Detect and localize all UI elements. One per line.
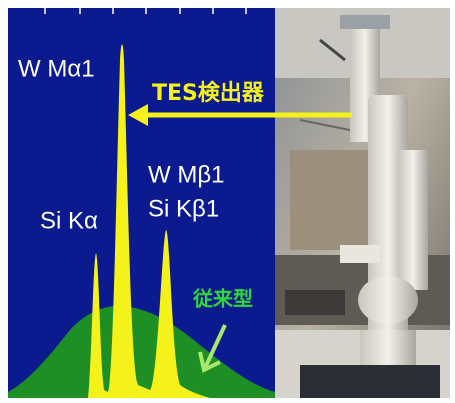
peak-label: Si Kβ1 bbox=[148, 195, 219, 222]
peak-label: W Mα1 bbox=[18, 55, 95, 82]
detector-label: TES検出器 bbox=[152, 81, 265, 106]
figure: W Mα1 Si Kα W Mβ1 Si Kβ1 従来型 TES検出器 bbox=[0, 0, 455, 403]
instrument-photo bbox=[275, 8, 450, 398]
conventional-label: 従来型 bbox=[192, 287, 253, 311]
peak-label: Si Kα bbox=[40, 207, 98, 234]
peak-label: W Mβ1 bbox=[148, 161, 224, 188]
spectrum-panel: W Mα1 Si Kα W Mβ1 Si Kβ1 従来型 bbox=[8, 8, 275, 398]
